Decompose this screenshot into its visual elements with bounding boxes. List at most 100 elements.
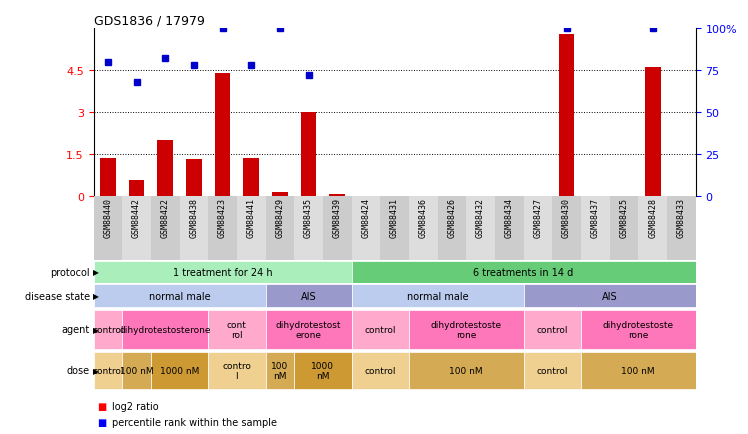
- Text: control: control: [92, 366, 123, 375]
- Bar: [524, 196, 552, 261]
- Text: control: control: [536, 325, 568, 334]
- Bar: [266, 196, 294, 261]
- Text: GSM88440: GSM88440: [103, 197, 112, 237]
- Text: control: control: [364, 325, 396, 334]
- Bar: [524, 285, 696, 308]
- Bar: [352, 310, 409, 349]
- Text: 100 nM: 100 nM: [622, 366, 655, 375]
- Bar: [180, 196, 208, 261]
- Bar: [208, 352, 266, 389]
- Text: 1 treatment for 24 h: 1 treatment for 24 h: [173, 267, 272, 277]
- Text: GSM88434: GSM88434: [505, 197, 514, 237]
- Bar: [610, 196, 638, 261]
- Bar: [266, 310, 352, 349]
- Text: GSM88433: GSM88433: [677, 197, 686, 237]
- Text: dihydrotestoste
rone: dihydrotestoste rone: [431, 320, 502, 339]
- Text: ▶: ▶: [93, 366, 99, 375]
- Text: 100 nM: 100 nM: [120, 366, 153, 375]
- Bar: [645, 68, 660, 196]
- Text: disease state: disease state: [25, 291, 90, 301]
- Text: GSM88438: GSM88438: [189, 197, 198, 237]
- Text: GSM88424: GSM88424: [361, 197, 370, 237]
- Text: normal male: normal male: [407, 291, 468, 301]
- Bar: [122, 310, 208, 349]
- Text: dihydrotestoste
rone: dihydrotestoste rone: [603, 320, 674, 339]
- Text: dose: dose: [67, 366, 90, 375]
- Bar: [243, 158, 259, 196]
- Bar: [329, 195, 345, 196]
- Bar: [294, 196, 323, 261]
- Text: GSM88441: GSM88441: [247, 197, 256, 237]
- Bar: [581, 196, 610, 261]
- Text: GSM88437: GSM88437: [591, 197, 600, 237]
- Bar: [409, 196, 438, 261]
- Bar: [94, 285, 266, 308]
- Text: GSM88439: GSM88439: [333, 197, 342, 237]
- Text: 100 nM: 100 nM: [450, 366, 483, 375]
- Text: GSM88431: GSM88431: [390, 197, 399, 237]
- Bar: [94, 262, 352, 283]
- Bar: [380, 196, 409, 261]
- Text: ▶: ▶: [93, 292, 99, 301]
- Bar: [294, 352, 352, 389]
- Bar: [215, 74, 230, 196]
- Bar: [94, 352, 122, 389]
- Bar: [100, 158, 116, 196]
- Bar: [122, 196, 151, 261]
- Text: GSM88427: GSM88427: [533, 197, 542, 237]
- Text: control: control: [364, 366, 396, 375]
- Bar: [323, 196, 352, 261]
- Bar: [352, 196, 380, 261]
- Bar: [237, 196, 266, 261]
- Text: GSM88423: GSM88423: [218, 197, 227, 237]
- Bar: [524, 352, 581, 389]
- Text: GSM88426: GSM88426: [447, 197, 456, 237]
- Bar: [122, 352, 151, 389]
- Bar: [409, 310, 524, 349]
- Text: agent: agent: [61, 325, 90, 335]
- Text: GSM88425: GSM88425: [619, 197, 628, 237]
- Bar: [581, 352, 696, 389]
- Bar: [638, 196, 667, 261]
- Bar: [581, 310, 696, 349]
- Bar: [151, 196, 180, 261]
- Text: GDS1836 / 17979: GDS1836 / 17979: [94, 15, 204, 28]
- Text: 1000 nM: 1000 nM: [160, 366, 199, 375]
- Text: ▶: ▶: [93, 325, 99, 334]
- Text: GSM88430: GSM88430: [562, 197, 571, 237]
- Text: cont
rol: cont rol: [227, 320, 247, 339]
- Text: control: control: [92, 325, 123, 334]
- Text: 1000
nM: 1000 nM: [311, 362, 334, 380]
- Bar: [301, 112, 316, 196]
- Text: 6 treatments in 14 d: 6 treatments in 14 d: [473, 267, 574, 277]
- Bar: [157, 141, 173, 196]
- Bar: [94, 196, 122, 261]
- Bar: [352, 262, 696, 283]
- Text: GSM88422: GSM88422: [161, 197, 170, 237]
- Text: GSM88442: GSM88442: [132, 197, 141, 237]
- Text: dihydrotestost
erone: dihydrotestost erone: [276, 320, 341, 339]
- Text: log2 ratio: log2 ratio: [112, 401, 159, 411]
- Text: GSM88428: GSM88428: [648, 197, 657, 237]
- Bar: [129, 181, 144, 196]
- Text: percentile rank within the sample: percentile rank within the sample: [112, 417, 278, 427]
- Text: contro
l: contro l: [222, 362, 251, 380]
- Text: AIS: AIS: [301, 291, 316, 301]
- Text: GSM88436: GSM88436: [419, 197, 428, 237]
- Bar: [352, 285, 524, 308]
- Bar: [559, 35, 574, 196]
- Bar: [266, 285, 352, 308]
- Bar: [438, 196, 466, 261]
- Bar: [667, 196, 696, 261]
- Text: control: control: [536, 366, 568, 375]
- Text: normal male: normal male: [149, 291, 210, 301]
- Bar: [552, 196, 581, 261]
- Text: ■: ■: [97, 417, 106, 427]
- Bar: [151, 352, 208, 389]
- Text: AIS: AIS: [602, 291, 617, 301]
- Bar: [94, 310, 122, 349]
- Text: ▶: ▶: [93, 268, 99, 277]
- Text: protocol: protocol: [50, 267, 90, 277]
- Text: 100
nM: 100 nM: [272, 362, 289, 380]
- Bar: [186, 160, 202, 196]
